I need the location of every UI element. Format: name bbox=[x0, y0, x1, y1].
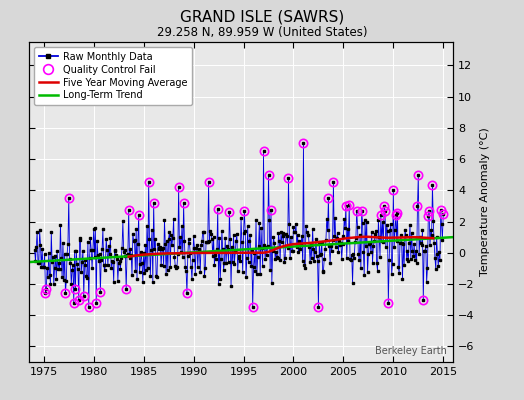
Y-axis label: Temperature Anomaly (°C): Temperature Anomaly (°C) bbox=[480, 128, 490, 276]
Text: GRAND ISLE (SAWRS): GRAND ISLE (SAWRS) bbox=[180, 10, 344, 25]
Legend: Raw Monthly Data, Quality Control Fail, Five Year Moving Average, Long-Term Tren: Raw Monthly Data, Quality Control Fail, … bbox=[34, 47, 192, 105]
Text: 29.258 N, 89.959 W (United States): 29.258 N, 89.959 W (United States) bbox=[157, 26, 367, 39]
Text: Berkeley Earth: Berkeley Earth bbox=[375, 346, 447, 356]
